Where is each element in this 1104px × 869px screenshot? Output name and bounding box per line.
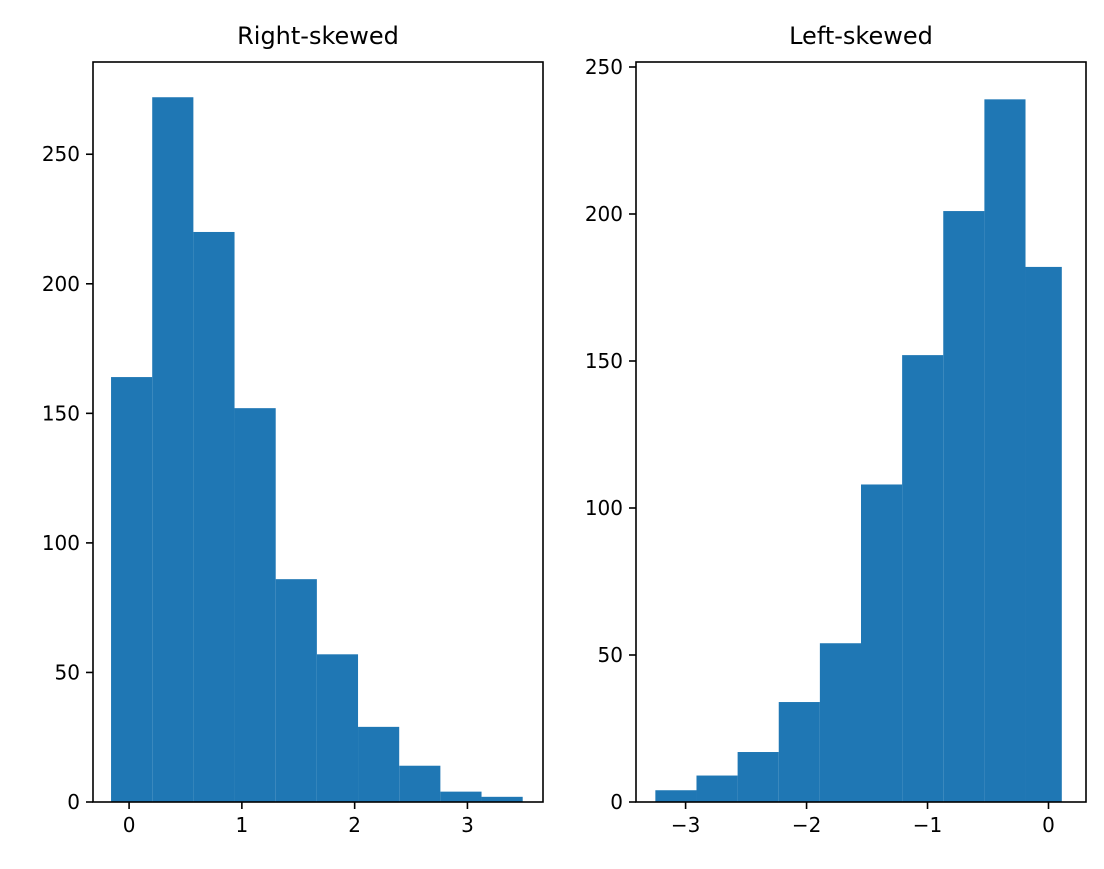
right-skewed-y-tick-label-4: 200 bbox=[42, 272, 80, 296]
right-skewed-x-tick-label-1: 1 bbox=[236, 813, 249, 837]
left-skewed-x-tick-label-2: −1 bbox=[913, 813, 942, 837]
left-skewed-bar-4 bbox=[819, 643, 861, 802]
right-skewed-bar-9 bbox=[481, 796, 523, 802]
right-skewed-axes-frame bbox=[92, 61, 544, 803]
right-skewed-bar-2 bbox=[193, 231, 235, 802]
right-skewed-bar-4 bbox=[275, 579, 317, 802]
left-skewed-axes-frame bbox=[635, 61, 1087, 803]
right-skewed-bar-5 bbox=[316, 654, 359, 802]
right-skewed-x-tick-label-0: 0 bbox=[123, 813, 136, 837]
left-skewed-y-tick-label-4: 200 bbox=[585, 202, 623, 226]
right-skewed-y-tick-label-5: 250 bbox=[42, 142, 80, 166]
left-skewed-bar-5 bbox=[861, 484, 903, 802]
left-skewed-x-tick-label-0: −3 bbox=[671, 813, 700, 837]
right-skewed-y-tick-label-3: 150 bbox=[42, 401, 80, 425]
right-skewed-y-tick-label-0: 0 bbox=[67, 790, 80, 814]
left-skewed-panel: −3 −2 −1 0 0 50 100 150 200 250 Left-skewed bbox=[585, 22, 1087, 837]
right-skewed-x-tick-label-3: 3 bbox=[461, 813, 474, 837]
left-skewed-title: Left-skewed bbox=[789, 22, 933, 50]
right-skewed-bar-8 bbox=[440, 791, 482, 802]
right-skewed-title: Right-skewed bbox=[237, 22, 399, 50]
left-skewed-y-tick-label-0: 0 bbox=[610, 790, 623, 814]
right-skewed-bar-0 bbox=[111, 377, 153, 802]
left-skewed-bar-3 bbox=[778, 702, 820, 802]
left-skewed-bar-0 bbox=[655, 790, 697, 802]
left-skewed-bar-6 bbox=[902, 355, 944, 802]
left-skewed-y-tick-label-1: 50 bbox=[598, 643, 623, 667]
left-skewed-bar-2 bbox=[737, 752, 779, 802]
left-skewed-y-tick-label-5: 250 bbox=[585, 55, 623, 79]
left-skewed-y-tick-label-3: 150 bbox=[585, 349, 623, 373]
left-skewed-x-tick-label-1: −2 bbox=[792, 813, 821, 837]
left-skewed-x-tick-label-3: 0 bbox=[1042, 813, 1055, 837]
right-skewed-bar-6 bbox=[358, 726, 400, 802]
right-skewed-bar-7 bbox=[399, 765, 441, 802]
right-skewed-x-tick-label-2: 2 bbox=[348, 813, 361, 837]
right-skewed-bar-3 bbox=[234, 408, 276, 802]
right-skewed-y-tick-label-1: 50 bbox=[55, 660, 80, 684]
right-skewed-panel: 0 1 2 3 0 50 100 150 200 250 Right-skewed bbox=[42, 22, 544, 837]
left-skewed-bar-7 bbox=[943, 211, 985, 802]
left-skewed-bar-8 bbox=[984, 99, 1026, 802]
right-skewed-bar-1 bbox=[152, 97, 194, 802]
right-skewed-y-tick-label-2: 100 bbox=[42, 531, 80, 555]
left-skewed-bar-9 bbox=[1025, 266, 1062, 802]
left-skewed-bar-1 bbox=[696, 775, 738, 802]
left-skewed-y-tick-label-2: 100 bbox=[585, 496, 623, 520]
